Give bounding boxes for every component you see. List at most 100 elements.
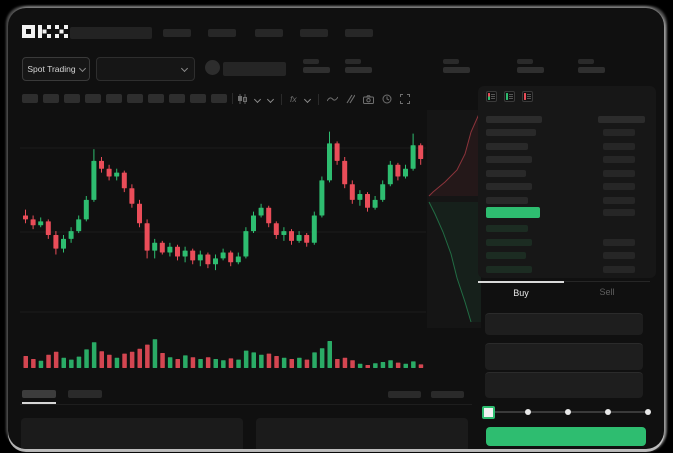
toolbar-button-placeholder[interactable] [169, 94, 185, 103]
sell-tab-label: Sell [599, 287, 615, 297]
divider [281, 93, 282, 105]
orderbook-icon-bar [506, 93, 508, 100]
bids-depth-area [429, 202, 481, 322]
chevron-down-icon[interactable] [303, 95, 311, 103]
depth-chart[interactable] [427, 110, 481, 328]
slider-stop[interactable] [565, 409, 571, 415]
stat-label-placeholder [443, 59, 459, 64]
toolbar-button-placeholder[interactable] [85, 94, 101, 103]
slider-stop[interactable] [525, 409, 531, 415]
orderbook-icon-bar [488, 93, 490, 100]
toolbar-button-placeholder[interactable] [148, 94, 164, 103]
nav-item-placeholder[interactable] [300, 29, 328, 37]
orderbook-asks-icon[interactable] [522, 91, 533, 102]
bid-amount-placeholder [603, 238, 635, 246]
orderbook-header-price-placeholder [486, 116, 542, 123]
market-type-selector[interactable]: Spot Trading [22, 57, 90, 81]
okx-logo[interactable] [22, 24, 68, 39]
stat-value-placeholder [345, 67, 372, 73]
panel-action-placeholder[interactable] [388, 391, 421, 398]
market-type-label: Spot Trading [27, 64, 76, 74]
nav-item-placeholder[interactable] [255, 29, 283, 37]
volume-bars [23, 339, 424, 368]
ask-price-placeholder[interactable] [486, 169, 526, 177]
orderbook-icon-lines [527, 93, 531, 100]
stat-value-placeholder [303, 67, 330, 73]
ask-amount-placeholder [603, 183, 635, 190]
bid-price-placeholder[interactable] [486, 252, 526, 259]
coin-avatar [205, 60, 220, 75]
price-input-placeholder[interactable] [485, 313, 643, 335]
orderbook-amount-placeholder [603, 209, 635, 216]
stat-label-placeholder [517, 59, 533, 64]
buy-tab-label: Buy [513, 288, 529, 298]
candlestick-chart[interactable] [20, 112, 426, 378]
orderbook-bids-icon[interactable] [504, 91, 515, 102]
slider-stop[interactable] [645, 409, 651, 415]
compare-icon[interactable] [346, 94, 355, 104]
orderbook-icon-lines [491, 93, 495, 100]
search-placeholder[interactable] [70, 27, 152, 39]
orders-panel-placeholder [21, 418, 243, 449]
history-tab[interactable] [68, 390, 102, 398]
stat-value-placeholder [578, 67, 605, 73]
asks-depth-area [429, 114, 481, 196]
fullscreen-icon[interactable] [399, 94, 410, 104]
divider [20, 404, 472, 405]
ask-price-placeholder[interactable] [486, 142, 528, 150]
ask-price-placeholder[interactable] [486, 156, 532, 163]
ask-amount-placeholder [603, 169, 635, 177]
divider [317, 93, 319, 105]
candles [23, 131, 424, 271]
stat-label-placeholder [303, 59, 319, 64]
nav-item-placeholder[interactable] [208, 29, 236, 37]
toolbar-button-placeholder[interactable] [127, 94, 143, 103]
nav-item-placeholder[interactable] [163, 29, 191, 37]
toolbar-button-placeholder[interactable] [64, 94, 80, 103]
toolbar-button-placeholder[interactable] [190, 94, 206, 103]
amount-input-placeholder[interactable] [485, 343, 643, 370]
toolbar-button-placeholder[interactable] [22, 94, 38, 103]
slider-stop[interactable] [605, 409, 611, 415]
divider [232, 93, 233, 104]
history-clock-icon[interactable] [382, 94, 392, 104]
buy-submit-button[interactable] [486, 427, 646, 446]
toolbar-button-placeholder[interactable] [211, 94, 227, 103]
order-book-card [478, 86, 656, 278]
pair-selector-dropdown[interactable] [96, 57, 195, 81]
ask-price-placeholder[interactable] [486, 129, 536, 136]
stat-value-placeholder [517, 67, 544, 73]
chevron-down-icon[interactable] [266, 95, 275, 103]
indicators-fx-icon[interactable]: fx [290, 94, 297, 104]
tab-sell[interactable]: Sell [564, 281, 650, 302]
orderbook-combined-icon[interactable] [486, 91, 497, 102]
amount-slider[interactable] [480, 404, 656, 420]
stat-label-placeholder [578, 59, 594, 64]
snapshot-camera-icon[interactable] [362, 94, 374, 104]
toolbar-button-placeholder[interactable] [106, 94, 122, 103]
nav-item-placeholder[interactable] [345, 29, 373, 37]
orders-panel-placeholder [256, 418, 468, 449]
bid-price-placeholder[interactable] [486, 265, 532, 273]
ask-amount-placeholder [603, 196, 635, 204]
chevron-down-icon[interactable] [253, 95, 262, 103]
panel-action-placeholder[interactable] [431, 391, 464, 398]
line-tool-icon[interactable] [326, 95, 338, 103]
stat-label-placeholder [345, 59, 361, 64]
ask-price-placeholder[interactable] [486, 196, 528, 204]
orderbook-icon-bar [524, 93, 526, 100]
slider-handle[interactable] [482, 406, 495, 419]
total-input-placeholder[interactable] [485, 372, 643, 398]
bid-price-placeholder[interactable] [486, 225, 528, 232]
orderbook-header-amount-placeholder [598, 116, 645, 123]
bid-price-placeholder[interactable] [486, 238, 532, 246]
orders-tab-active[interactable] [22, 390, 56, 398]
toolbar-button-placeholder[interactable] [43, 94, 59, 103]
active-tab-underline [22, 402, 56, 404]
ask-amount-placeholder [603, 142, 635, 150]
interval-candles-icon[interactable] [238, 94, 247, 104]
bid-amount-placeholder [603, 265, 635, 273]
tab-buy[interactable]: Buy [478, 281, 564, 303]
ask-price-placeholder[interactable] [486, 183, 532, 190]
last-price-highlight[interactable] [486, 207, 540, 218]
